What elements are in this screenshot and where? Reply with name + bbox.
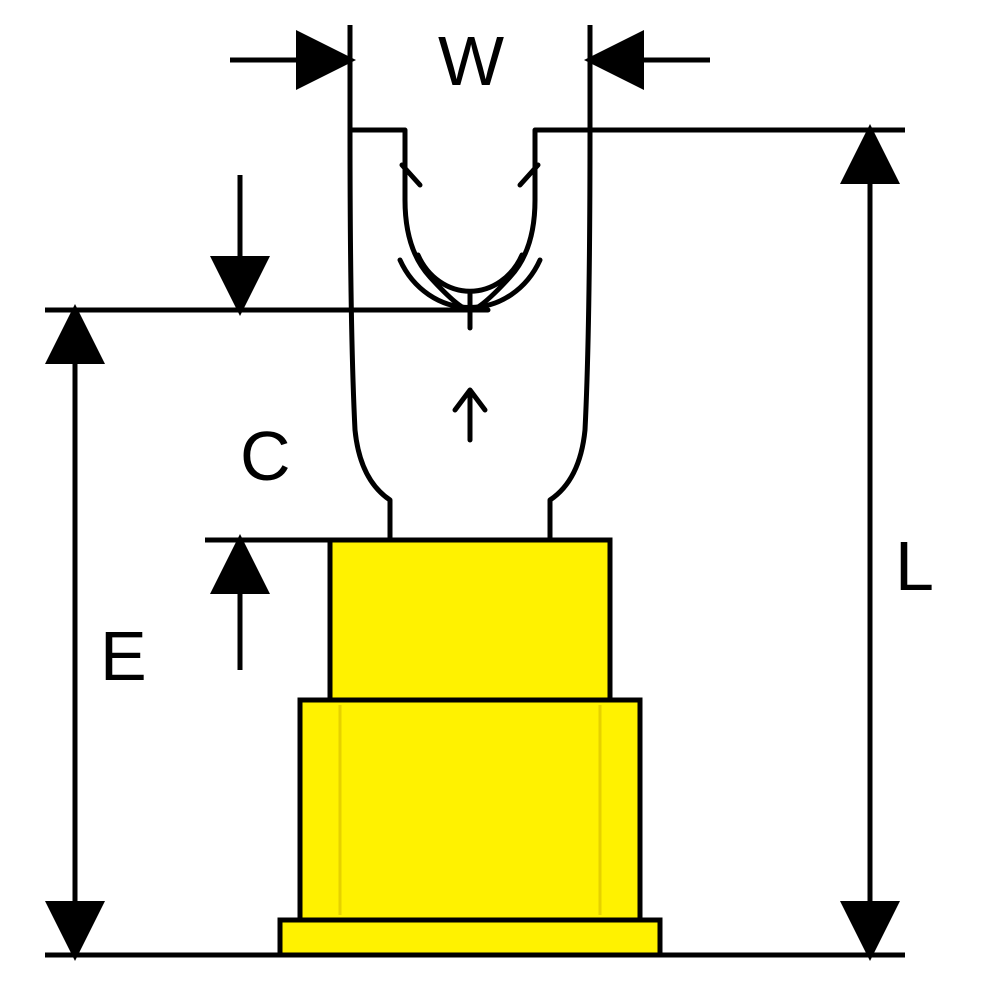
label-c: C [240,417,291,495]
terminal-diagram: W L E C [0,0,1000,1000]
fork-terminal [350,130,590,540]
label-e: E [100,617,147,695]
label-w: W [438,22,504,100]
label-l: L [895,527,934,605]
insulation-barrel [280,540,660,955]
